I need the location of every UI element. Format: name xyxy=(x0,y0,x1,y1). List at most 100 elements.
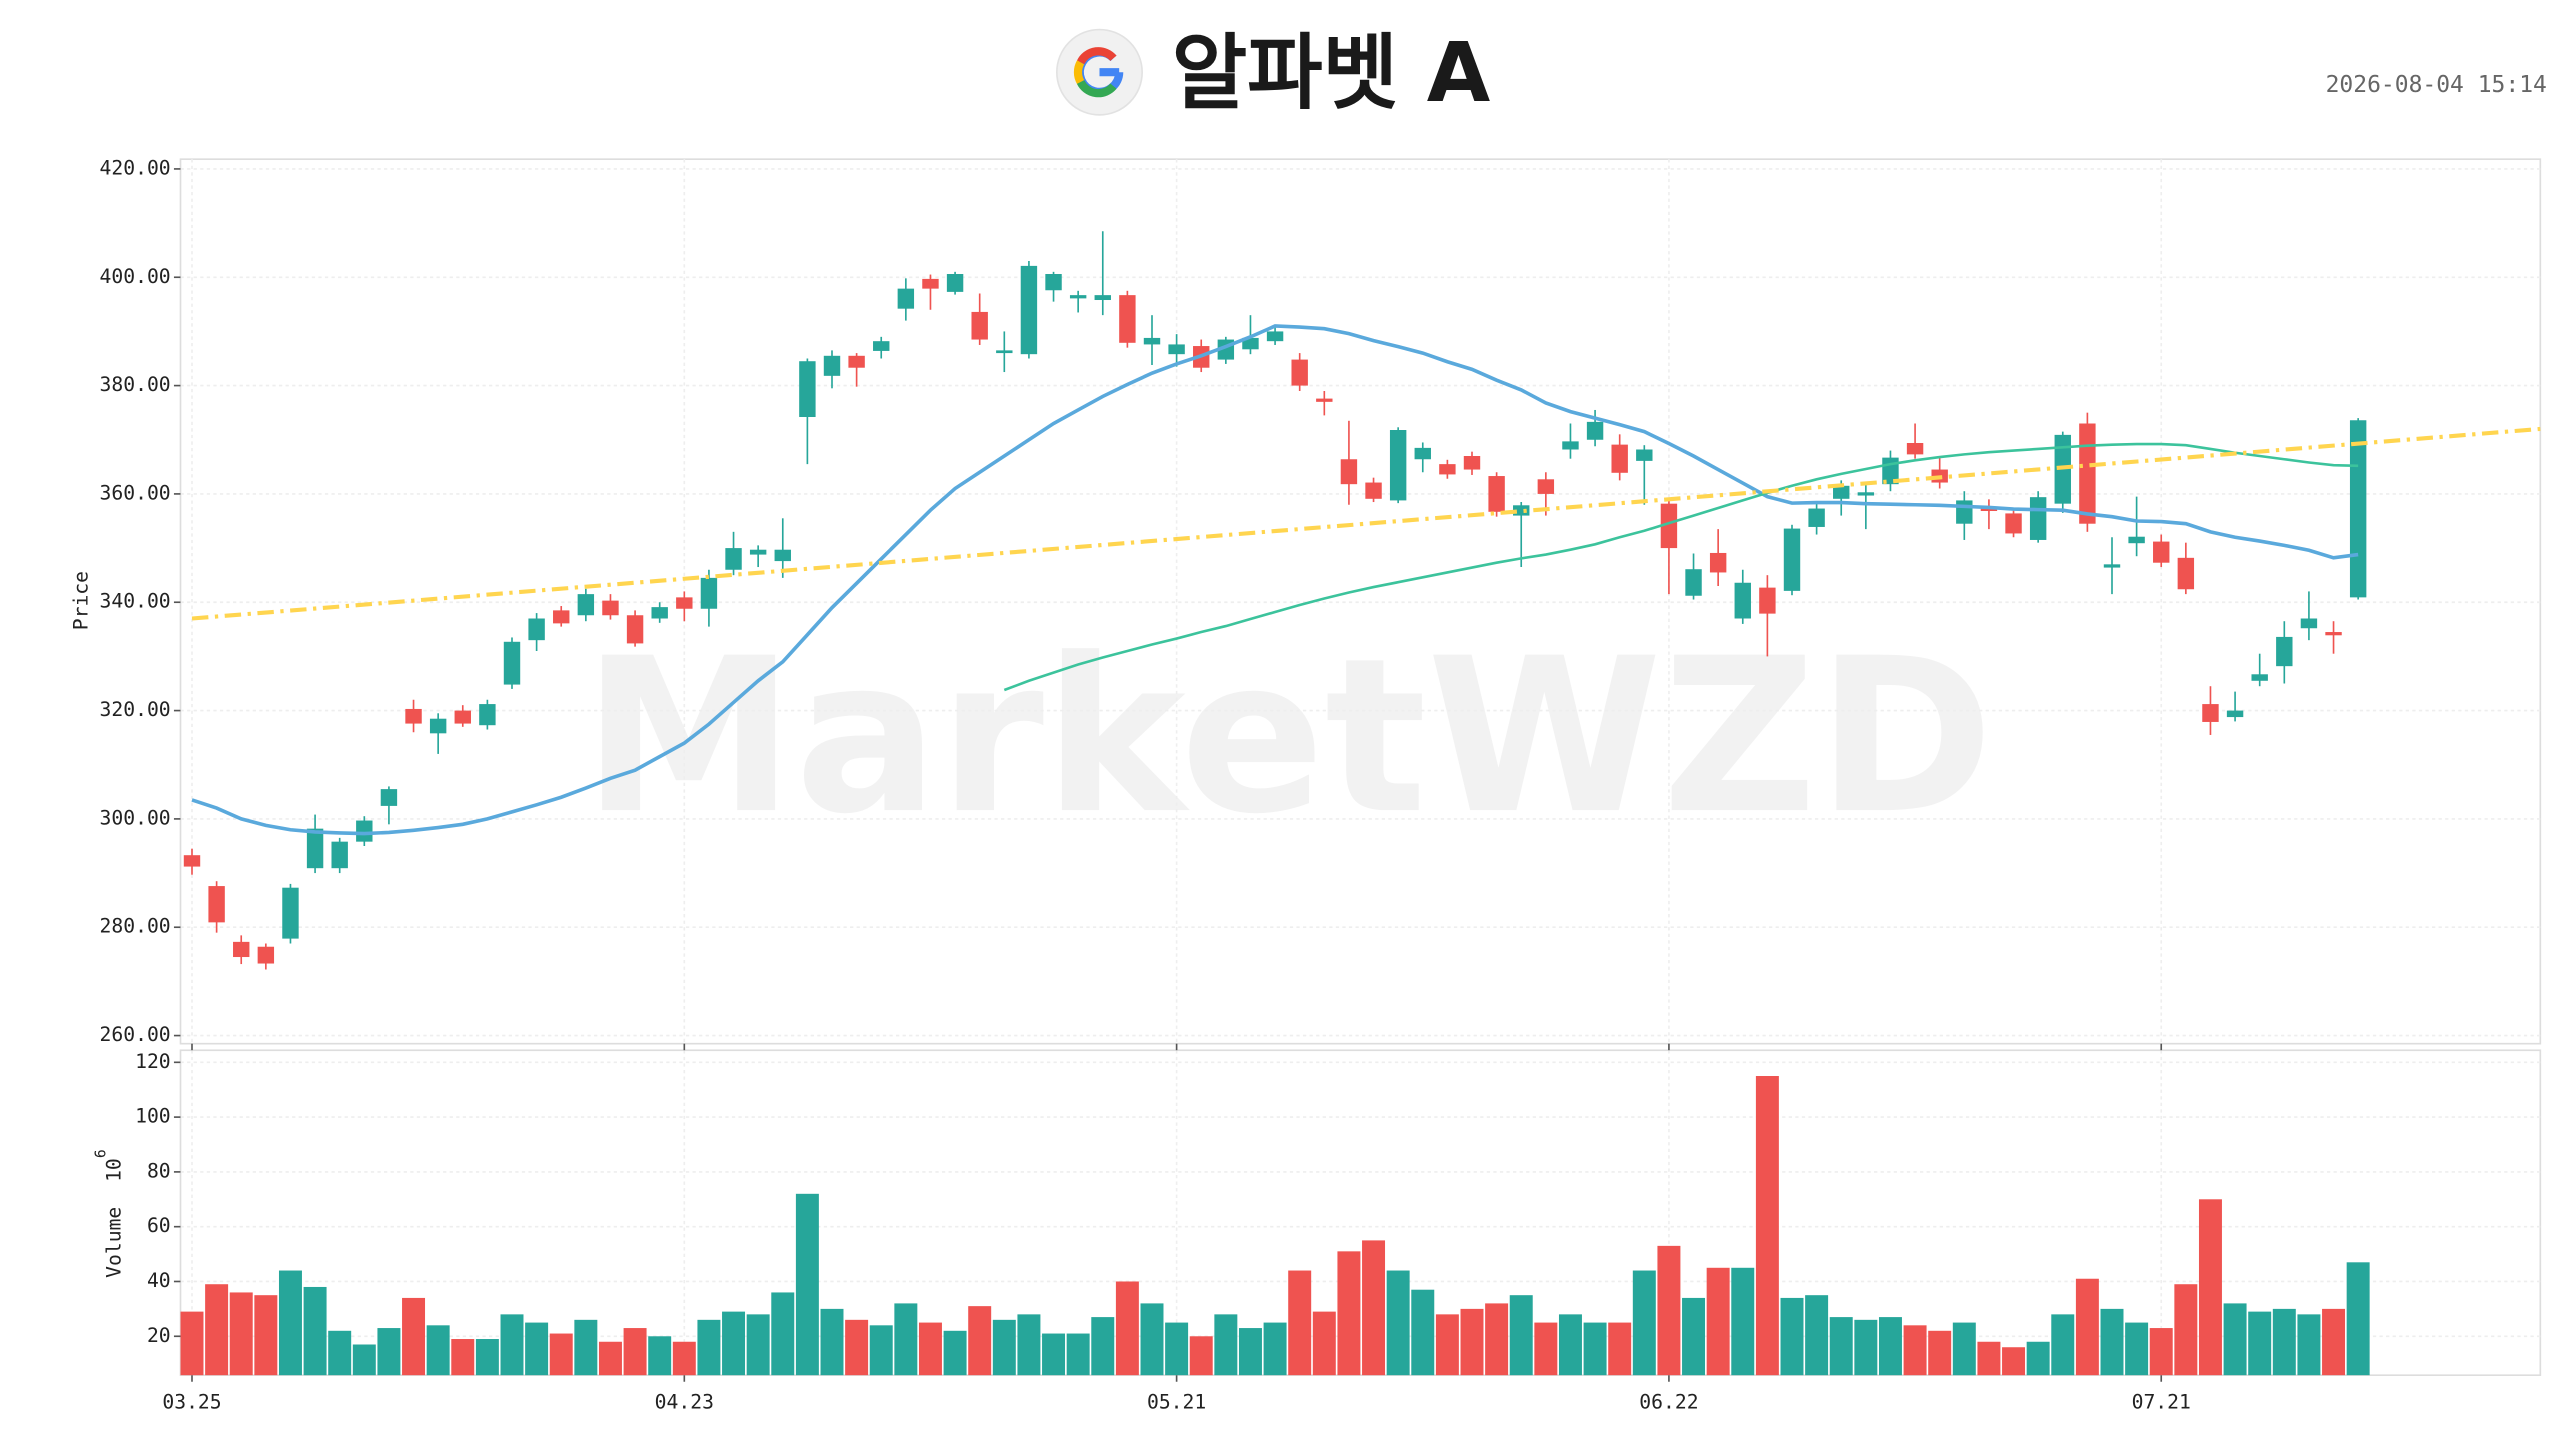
volume-bar xyxy=(1903,1325,1927,1376)
candle-body xyxy=(922,278,939,289)
watermark: MarketWZD xyxy=(583,613,1994,861)
candle-body xyxy=(208,886,225,923)
volume-bar xyxy=(992,1319,1016,1376)
volume-bar xyxy=(574,1319,598,1376)
candle-body xyxy=(2325,632,2342,636)
volume-bar xyxy=(2198,1199,2222,1376)
candle-body xyxy=(1980,508,1998,512)
candle-body xyxy=(1783,528,1801,591)
volume-bar xyxy=(1017,1314,1041,1376)
candle-body xyxy=(2349,420,2367,598)
volume-bar xyxy=(2322,1308,2346,1376)
y-tick-label: 260.00 xyxy=(100,1023,171,1046)
candle-body xyxy=(528,618,545,641)
volume-bar xyxy=(2075,1278,2099,1376)
volume-bar xyxy=(1115,1281,1139,1376)
volume-bar xyxy=(1558,1314,1582,1376)
candle-body xyxy=(1094,295,1111,301)
timestamp: 2026-08-04 15:14 xyxy=(2326,72,2547,98)
candle-body xyxy=(1291,359,1308,386)
candle-body xyxy=(971,311,988,340)
candle-body xyxy=(1168,344,1185,355)
candle-body xyxy=(1389,430,1407,501)
candle-body xyxy=(749,549,767,555)
candle-body xyxy=(1439,464,1456,475)
volume-bar xyxy=(1805,1295,1829,1376)
x-tick-label: 06.22 xyxy=(1639,1391,1698,1414)
volume-bar xyxy=(623,1328,647,1376)
volume-bar xyxy=(1386,1270,1410,1376)
candle-body xyxy=(1636,449,1653,461)
candle-body xyxy=(429,718,447,734)
volume-bar xyxy=(1829,1317,1853,1376)
candle-body xyxy=(1020,265,1038,355)
candle-body xyxy=(1537,479,1555,494)
candle-body xyxy=(233,941,250,958)
volume-bar xyxy=(1288,1270,1312,1376)
candle-body xyxy=(1586,421,1604,440)
volume-bar xyxy=(500,1314,524,1376)
volume-bar xyxy=(1608,1322,1632,1376)
candle-body xyxy=(1414,447,1431,460)
volume-bar xyxy=(2297,1314,2321,1376)
candle-body xyxy=(946,274,964,292)
candle-body xyxy=(1734,582,1751,619)
volume-bar xyxy=(1509,1295,1533,1376)
candle-body xyxy=(257,946,275,964)
candle-body xyxy=(331,841,348,869)
volume-bar xyxy=(2346,1262,2370,1376)
candle-body xyxy=(2276,636,2293,667)
volume-bar xyxy=(1977,1341,2001,1376)
volume-bar xyxy=(2248,1311,2272,1376)
candle-body xyxy=(1488,476,1505,512)
candle-body xyxy=(996,350,1013,354)
candle-body xyxy=(282,887,299,939)
volume-bar xyxy=(1312,1311,1336,1376)
volume-bar xyxy=(2272,1308,2296,1376)
candle-body xyxy=(1463,456,1481,470)
volume-unit: 10 xyxy=(102,1158,125,1182)
volume-bar xyxy=(795,1193,819,1376)
volume-bar xyxy=(2223,1303,2247,1376)
candle-body xyxy=(2029,497,2047,540)
volume-bar xyxy=(845,1319,869,1376)
candle-body xyxy=(1266,331,1284,342)
candle-body xyxy=(676,597,693,609)
y-tick-label: 60 xyxy=(147,1214,171,1237)
candle-body xyxy=(306,828,324,869)
volume-bar xyxy=(1657,1245,1681,1376)
volume-bar xyxy=(1706,1267,1730,1376)
volume-bar xyxy=(968,1306,992,1376)
candle-body xyxy=(183,855,201,867)
y-tick-label: 40 xyxy=(147,1269,171,1292)
volume-bar xyxy=(943,1330,967,1376)
volume-bar xyxy=(648,1336,672,1376)
volume-bar xyxy=(205,1284,229,1376)
volume-bar xyxy=(1731,1267,1755,1376)
volume-bar xyxy=(1460,1308,1484,1376)
candle-body xyxy=(1242,337,1259,350)
volume-bar xyxy=(722,1311,746,1376)
volume-bar xyxy=(1189,1336,1213,1376)
candle-body xyxy=(799,361,816,418)
candle-body xyxy=(2005,513,2022,534)
candle-body xyxy=(1833,485,1850,499)
candle-body xyxy=(774,549,791,562)
volume-unit-exponent: 6 xyxy=(93,1149,110,1158)
volume-bar xyxy=(180,1311,204,1376)
candle-body xyxy=(1069,295,1087,299)
candle-body xyxy=(1562,441,1579,450)
y-tick-label: 360.00 xyxy=(100,481,171,504)
volume-bar xyxy=(1682,1297,1706,1376)
candle-body xyxy=(2128,536,2145,544)
candle-body xyxy=(1611,444,1628,473)
candle-body xyxy=(1857,492,1875,496)
candle-body xyxy=(1365,482,1382,499)
volume-bar xyxy=(1263,1322,1287,1376)
candle-body xyxy=(1685,569,1702,596)
candle-body xyxy=(651,607,668,619)
candle-body xyxy=(2202,704,2219,722)
candle-body xyxy=(1906,443,1924,455)
